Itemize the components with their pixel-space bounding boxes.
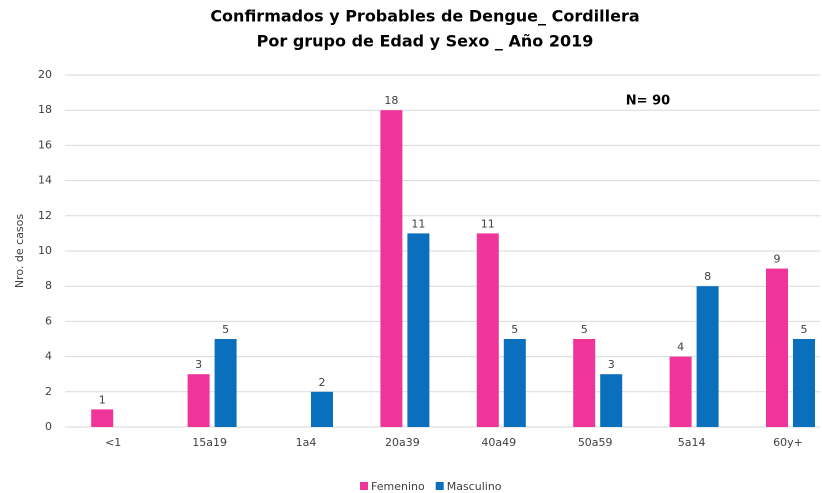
- data-label: 1: [99, 393, 106, 406]
- data-label: 4: [677, 341, 684, 354]
- legend-swatch: [360, 482, 368, 490]
- bar: [380, 110, 403, 427]
- annotation: N= 90: [626, 94, 670, 109]
- bar: [407, 233, 430, 427]
- x-tick-label: 50a59: [578, 436, 613, 449]
- data-label: 2: [319, 376, 326, 389]
- data-label: 11: [481, 217, 495, 230]
- y-tick-label: 12: [38, 209, 52, 222]
- data-label: 5: [581, 323, 588, 336]
- bar: [187, 374, 210, 427]
- x-tick-label: 60y+: [773, 436, 803, 449]
- x-tick-label: 5a14: [678, 436, 706, 449]
- legend-label: Femenino: [371, 480, 425, 493]
- data-label: 9: [774, 253, 781, 266]
- bar: [311, 391, 333, 427]
- x-tick-label: 15a19: [192, 436, 227, 449]
- data-label: 5: [222, 323, 229, 336]
- data-label: 3: [195, 358, 202, 371]
- bar: [766, 268, 788, 427]
- data-label: 3: [608, 358, 615, 371]
- data-label: 18: [384, 94, 398, 107]
- chart-title: Confirmados y Probables de Dengue_ Cordi…: [210, 7, 639, 26]
- chart-subtitle: Por grupo de Edad y Sexo _ Año 2019: [257, 32, 594, 51]
- bar: [91, 409, 114, 427]
- x-tick-label: 40a49: [481, 436, 516, 449]
- bar: [573, 339, 596, 427]
- data-label: 5: [801, 323, 808, 336]
- y-axis-label: Nro. de casos: [13, 214, 26, 289]
- x-tick-label: 1a4: [296, 436, 317, 449]
- y-tick-label: 8: [45, 279, 52, 292]
- y-tick-label: 18: [38, 103, 52, 116]
- y-tick-label: 2: [45, 385, 52, 398]
- data-label: 11: [411, 217, 425, 230]
- bar: [793, 339, 815, 427]
- y-tick-label: 0: [45, 420, 52, 433]
- data-label: 8: [704, 270, 711, 283]
- y-tick-label: 6: [45, 314, 52, 327]
- legend-swatch: [435, 482, 444, 490]
- legend-label: Masculino: [447, 480, 502, 493]
- x-tick-label: <1: [105, 436, 121, 449]
- bar: [696, 286, 719, 427]
- y-tick-label: 20: [38, 68, 52, 81]
- y-tick-label: 10: [38, 244, 52, 257]
- bar: [214, 339, 237, 427]
- y-tick-label: 4: [45, 350, 52, 363]
- bar: [476, 233, 499, 427]
- bar: [669, 356, 692, 427]
- y-tick-label: 16: [38, 138, 52, 151]
- data-label: 5: [511, 323, 518, 336]
- bar: [503, 339, 526, 427]
- bar: [600, 374, 623, 427]
- y-tick-label: 14: [38, 174, 52, 187]
- x-tick-label: 20a39: [385, 436, 420, 449]
